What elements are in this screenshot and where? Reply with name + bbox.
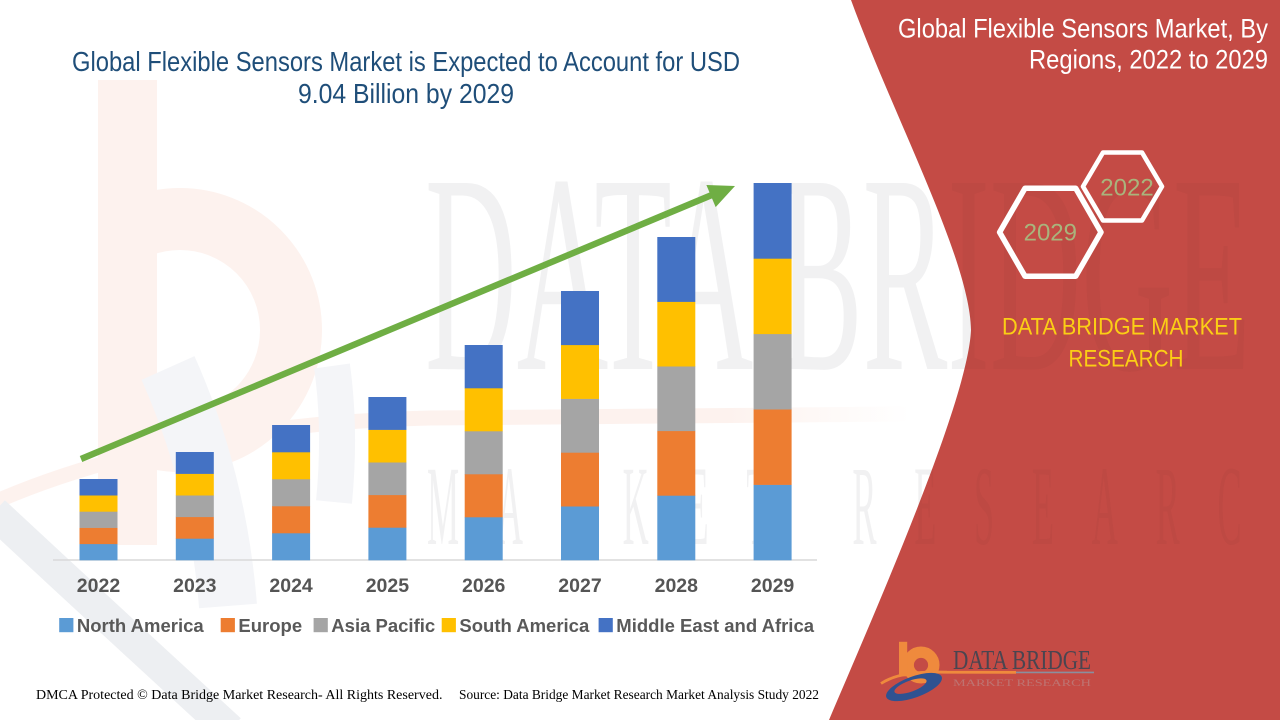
svg-text:DATA BRIDGE: DATA BRIDGE: [953, 644, 1091, 675]
svg-text:Global Flexible Sensors Market: Global Flexible Sensors Market, By: [898, 14, 1268, 44]
svg-text:South America: South America: [459, 615, 590, 636]
svg-text:9.04 Billion by 2029: 9.04 Billion by 2029: [298, 78, 514, 109]
svg-text:2027: 2027: [558, 575, 601, 597]
svg-text:Global Flexible Sensors Market: Global Flexible Sensors Market is Expect…: [72, 46, 740, 77]
svg-text:2022: 2022: [77, 575, 121, 597]
svg-text:2025: 2025: [366, 575, 410, 597]
svg-text:2022: 2022: [1100, 175, 1153, 202]
svg-text:2029: 2029: [751, 575, 795, 597]
svg-text:RESEARCH: RESEARCH: [1069, 346, 1184, 373]
svg-text:Source: Data Bridge Market Res: Source: Data Bridge Market Research Mark…: [459, 687, 819, 702]
svg-text:Europe: Europe: [238, 615, 302, 636]
svg-text:MARKET RESEARCH: MARKET RESEARCH: [953, 678, 1092, 688]
svg-text:Asia Pacific: Asia Pacific: [331, 615, 435, 636]
svg-text:Middle East and Africa: Middle East and Africa: [616, 615, 814, 636]
svg-text:North America: North America: [77, 615, 205, 636]
svg-text:Regions, 2022 to 2029: Regions, 2022 to 2029: [1029, 45, 1268, 75]
svg-text:2029: 2029: [1024, 220, 1077, 247]
svg-text:2026: 2026: [462, 575, 506, 597]
svg-text:2028: 2028: [655, 575, 699, 597]
svg-text:2024: 2024: [269, 575, 313, 597]
svg-text:2023: 2023: [173, 575, 217, 597]
svg-text:DATA BRIDGE MARKET: DATA BRIDGE MARKET: [1002, 314, 1242, 341]
svg-text:DMCA Protected © Data Bridge M: DMCA Protected © Data Bridge Market Rese…: [36, 688, 442, 703]
